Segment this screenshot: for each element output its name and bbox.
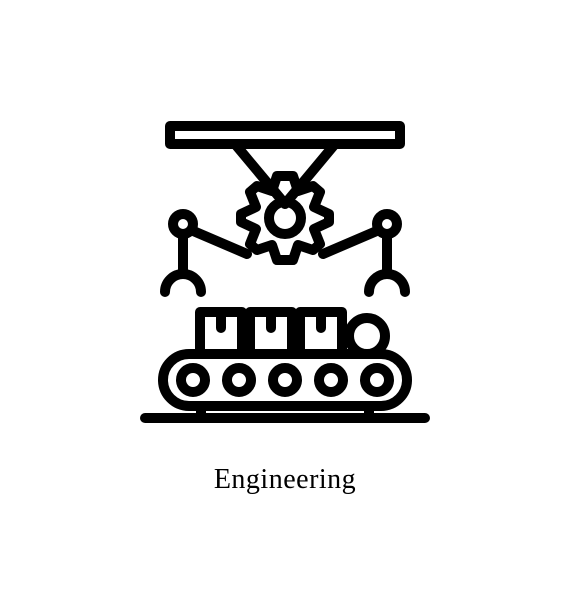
- icon-caption: Engineering: [214, 464, 356, 496]
- manufacturing-icon: [115, 104, 455, 444]
- figure-container: Engineering: [0, 0, 570, 600]
